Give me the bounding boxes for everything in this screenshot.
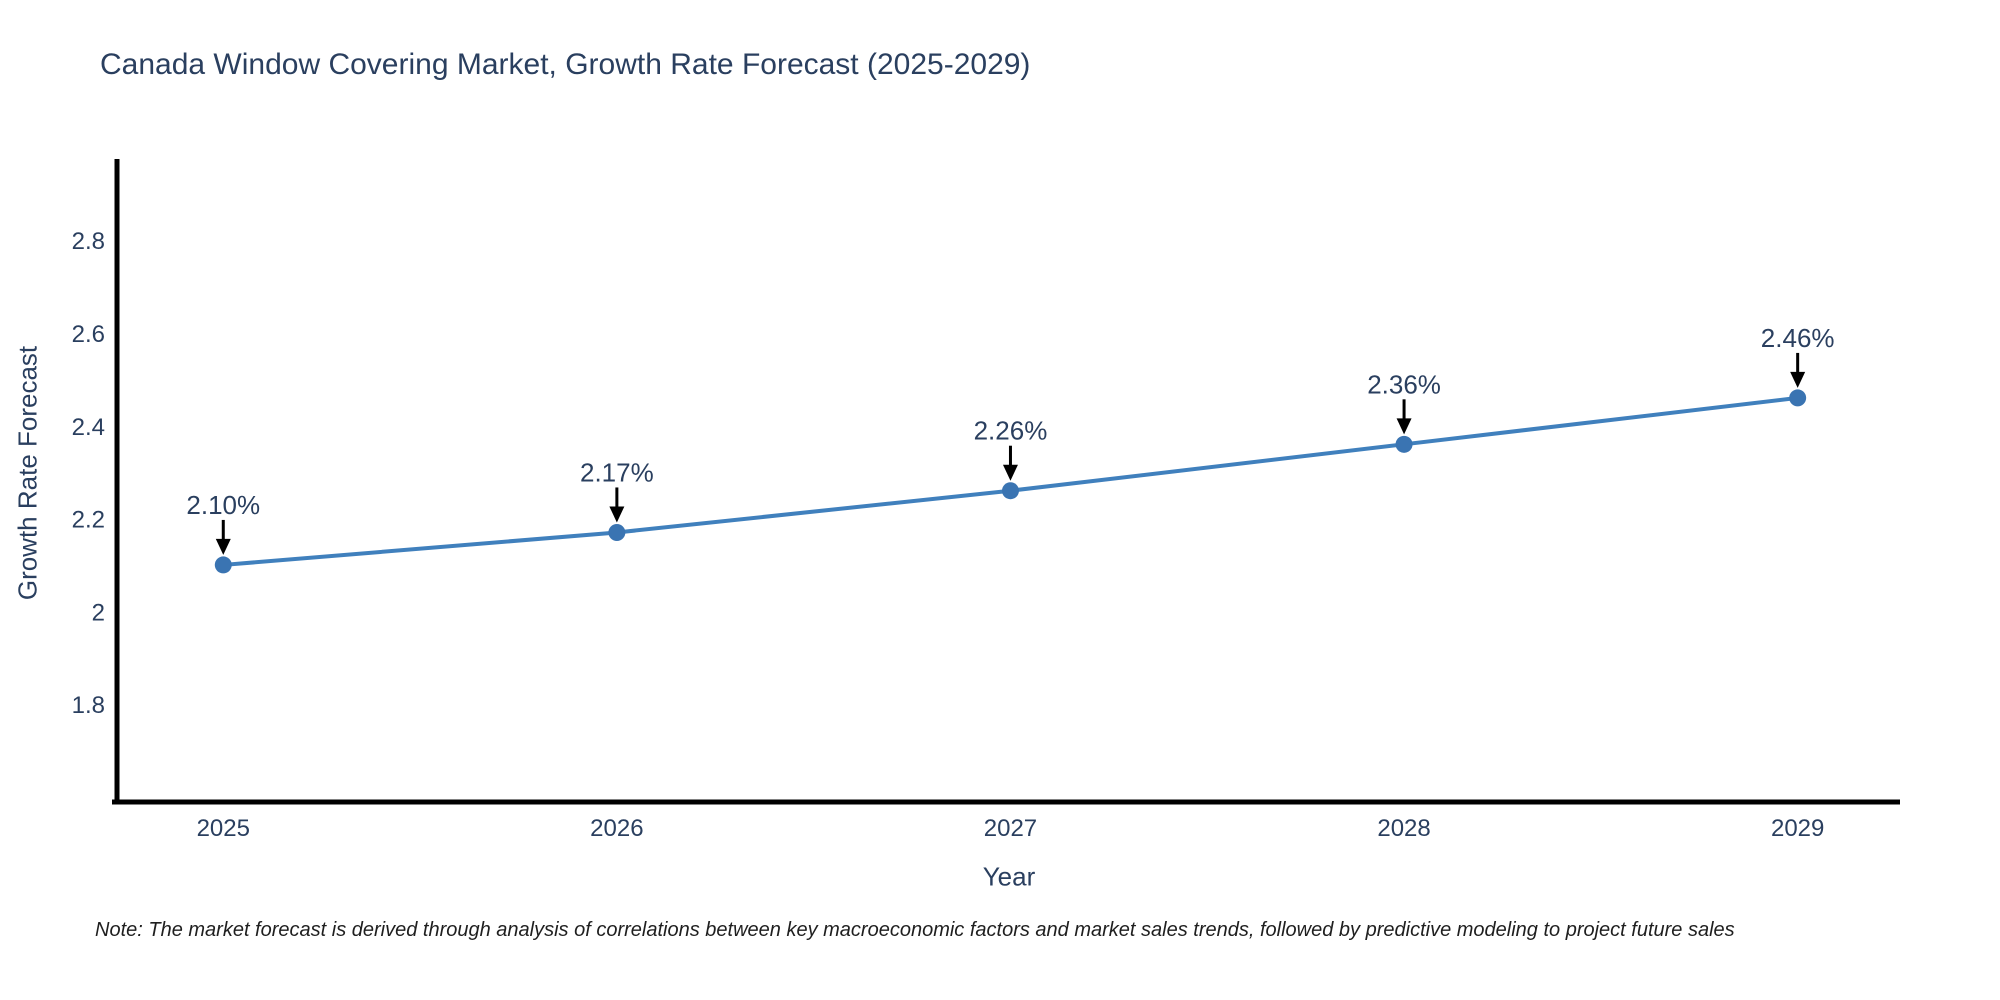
annotation-arrow-head	[1396, 418, 1412, 435]
x-tick-label: 2029	[1771, 815, 1824, 842]
chart-title: Canada Window Covering Market, Growth Ra…	[100, 48, 1031, 81]
data-point-label: 2.17%	[580, 457, 654, 487]
data-point-marker	[1001, 482, 1019, 500]
data-point-marker	[608, 523, 626, 541]
y-axis-title: Growth Rate Forecast	[12, 345, 43, 601]
footnote: Note: The market forecast is derived thr…	[95, 919, 1735, 941]
x-axis-title: Year	[982, 861, 1036, 892]
y-tick-label: 2	[92, 599, 105, 626]
annotation-arrow-head	[215, 538, 231, 555]
data-point-label: 2.36%	[1367, 369, 1441, 399]
x-tick-label: 2028	[1377, 815, 1430, 842]
annotation-arrow-head	[1002, 464, 1018, 481]
y-tick-label: 2.4	[72, 414, 105, 441]
y-tick-label: 2.8	[72, 228, 105, 255]
x-tick-label: 2025	[197, 815, 250, 842]
data-point-label: 2.46%	[1761, 323, 1835, 353]
data-point-marker	[1789, 389, 1807, 407]
data-point-marker	[214, 556, 232, 574]
y-tick-label: 2.6	[72, 321, 105, 348]
x-tick-label: 2026	[590, 815, 643, 842]
y-tick-label: 1.8	[72, 692, 105, 719]
annotation-arrow-head	[1790, 371, 1806, 388]
y-tick-label: 2.2	[72, 507, 105, 534]
x-tick-label: 2027	[984, 815, 1037, 842]
data-point-label: 2.10%	[186, 490, 260, 520]
data-point-label: 2.26%	[974, 416, 1048, 446]
annotation-arrow-head	[609, 506, 625, 523]
data-point-marker	[1395, 435, 1413, 453]
